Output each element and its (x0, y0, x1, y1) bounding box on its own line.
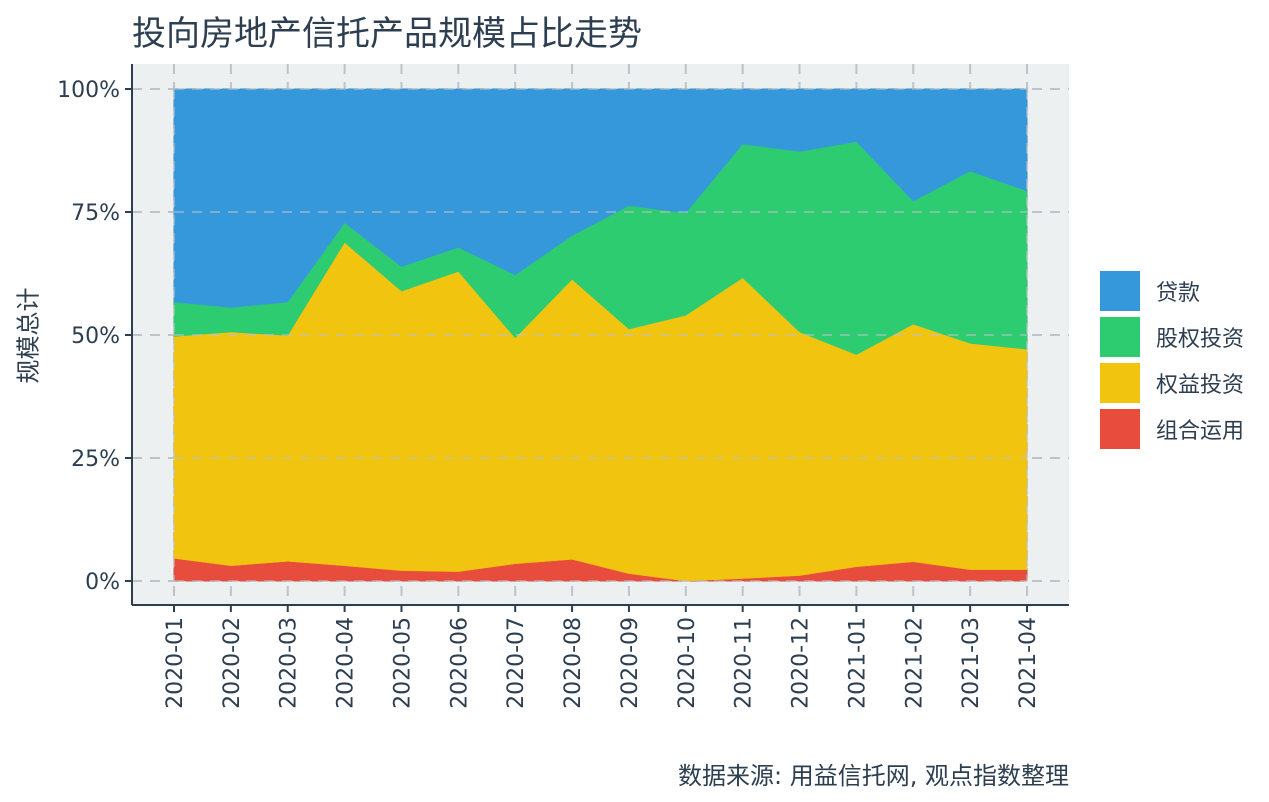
x-tick-label: 2020-01 (163, 617, 188, 709)
x-tick-label: 2020-10 (675, 617, 700, 709)
legend-item-loan: 贷款 (1100, 269, 1244, 313)
legend-swatch-loan (1100, 271, 1140, 311)
y-tick-label: 0% (85, 570, 120, 595)
y-tick-label: 50% (71, 324, 120, 349)
x-tick-label: 2021-04 (1016, 617, 1041, 709)
x-tick-label: 2020-03 (277, 617, 302, 709)
legend-item-combined-use: 组合运用 (1100, 407, 1244, 451)
x-tick-label: 2021-03 (959, 617, 984, 709)
legend-swatch-combined-use (1100, 409, 1140, 449)
area-series-贷款 (173, 88, 1028, 308)
x-tick-label: 2020-11 (732, 617, 757, 709)
y-tick-label: 25% (71, 447, 120, 472)
x-tick-label: 2020-05 (390, 617, 415, 709)
x-tick-label: 2020-04 (334, 617, 359, 709)
legend-item-equity-investment: 权益投资 (1100, 361, 1244, 405)
legend-swatch-equity-stake (1100, 317, 1140, 357)
legend-swatch-equity-investment (1100, 363, 1140, 403)
chart-title: 投向房地产信托产品规模占比走势 (132, 14, 642, 54)
source-caption: 数据来源: 用益信托网, 观点指数整理 (678, 762, 1069, 790)
x-tick-label: 2020-08 (561, 617, 586, 709)
x-tick-label: 2020-09 (618, 617, 643, 709)
y-tick-label: 100% (57, 78, 120, 103)
legend-label-combined-use: 组合运用 (1156, 419, 1245, 444)
overlay-layer (173, 88, 1028, 582)
y-tick-label: 75% (71, 201, 120, 226)
x-tick-label: 2021-02 (902, 617, 927, 709)
legend-item-equity-stake: 股权投资 (1100, 315, 1244, 359)
legend-label-equity-stake: 股权投资 (1156, 327, 1245, 352)
x-tick-label: 2020-06 (447, 617, 472, 709)
x-tick-label: 2020-12 (789, 617, 814, 709)
legend: 贷款 股权投资 权益投资 组合运用 (1100, 269, 1244, 453)
x-tick-label: 2020-02 (220, 617, 245, 709)
legend-label-loan: 贷款 (1156, 281, 1201, 306)
x-tick-label: 2020-07 (504, 617, 529, 709)
axis-layer: 0% 25% 50% 75% 100% 2020-01 2020-02 2020-03 2020… (57, 64, 1069, 709)
legend-label-equity-investment: 权益投资 (1156, 373, 1245, 398)
area-layer (173, 88, 1028, 582)
x-tick-label: 2021-01 (845, 617, 870, 709)
